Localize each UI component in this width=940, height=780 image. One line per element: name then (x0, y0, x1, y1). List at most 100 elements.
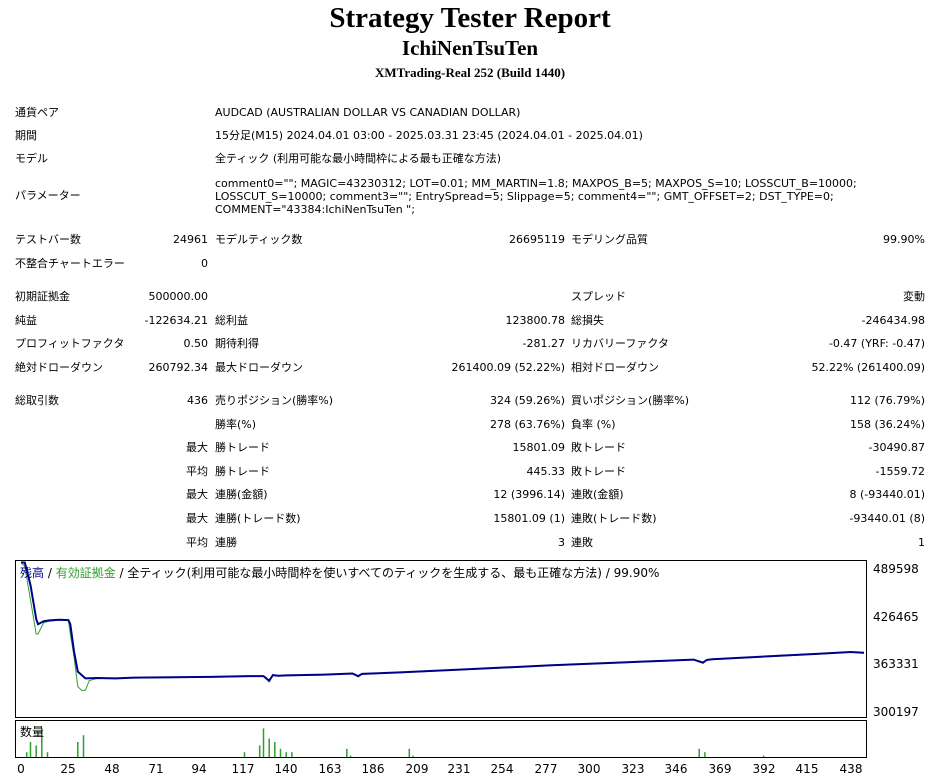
initial-deposit-label: 初期証拠金 (15, 290, 70, 303)
mismatch-errors-value: 0 (201, 257, 208, 270)
relative-drawdown-label: 相対ドローダウン (571, 361, 659, 374)
server-info: XMTrading-Real 252 (Build 1440) (374, 65, 566, 80)
x-tick-label: 48 (104, 762, 120, 776)
consecutive-wins-money-value: 12 (3996.14) (493, 488, 565, 501)
spread-label: スプレッド (571, 290, 626, 303)
profit-trades-value: 278 (63.76%) (489, 418, 565, 431)
average-consecutive-wins-label: 連勝 (215, 536, 237, 549)
x-tick-label: 300 (577, 762, 601, 776)
net-profit-label: 純益 (15, 314, 37, 327)
volume-label: 数量 (20, 725, 45, 739)
x-tick-label: 186 (361, 762, 385, 776)
chart-legend: 残高 / 有効証拠金 / 全ティック(利用可能な最小時間枠を使いすべてのティック… (20, 564, 659, 581)
x-tick-label: 0 (17, 762, 25, 776)
absolute-drawdown-label: 絶対ドローダウン (15, 361, 103, 374)
consecutive-losses-money-label: 連敗(金額) (571, 488, 624, 501)
period-label: 期間 (15, 129, 37, 142)
y-tick-label: 489598 (873, 562, 919, 576)
expected-payoff-value: -281.27 (522, 337, 565, 350)
legend-separator: / (115, 566, 128, 580)
mismatch-errors-label: 不整合チャートエラー (15, 257, 125, 270)
legend-quality: 99.90% (613, 566, 660, 580)
x-tick-label: 277 (534, 762, 558, 776)
absolute-drawdown-value: 260792.34 (148, 361, 209, 374)
maximum-prefix: 最大 (186, 488, 208, 501)
x-tick-label: 369 (708, 762, 732, 776)
expert-advisor-name: IchiNenTsuTen (401, 36, 539, 60)
consecutive-losses-count-value: -93440.01 (8) (849, 512, 925, 525)
loss-trades-value: 158 (36.24%) (849, 418, 925, 431)
average-consecutive-losses-label: 連敗 (571, 536, 593, 549)
average-consecutive-losses-value: 1 (918, 536, 925, 549)
x-tick-label: 254 (490, 762, 514, 776)
legend-equity: 有効証拠金 (55, 566, 116, 580)
recovery-factor-label: リカバリーファクタ (571, 337, 669, 350)
average-prefix: 平均 (186, 465, 208, 478)
parameters-label: パラメーター (15, 189, 81, 202)
average-loss-trade-value: -1559.72 (875, 465, 925, 478)
ticks-label: モデルティック数 (215, 233, 303, 246)
x-tick-label: 231 (447, 762, 471, 776)
volume-chart-plot (25, 728, 765, 757)
average-profit-trade-value: 445.33 (526, 465, 566, 478)
largest-loss-trade-value: -30490.87 (868, 441, 925, 454)
maximal-drawdown-value: 261400.09 (52.22%) (451, 361, 565, 374)
consecutive-wins-count-label: 連勝(トレード数) (215, 512, 301, 525)
x-tick-label: 163 (318, 762, 342, 776)
legend-separator: / (601, 566, 614, 580)
period-value: 15分足(M15) 2024.04.01 03:00 - 2025.03.31 … (215, 129, 643, 142)
x-tick-label: 415 (795, 762, 819, 776)
y-tick-label: 426465 (873, 610, 919, 624)
short-positions-label: 売りポジション(勝率%) (215, 394, 334, 407)
long-positions-value: 112 (76.79%) (849, 394, 925, 407)
recovery-factor-value: -0.47 (YRF: -0.47) (828, 337, 925, 350)
average-consecutive-prefix: 平均 (186, 536, 208, 549)
bars-label: テストバー数 (15, 233, 81, 246)
consecutive-wins-count-value: 15801.09 (1) (493, 512, 565, 525)
gross-profit-label: 総利益 (215, 314, 248, 327)
volume-chart: 数量 (15, 720, 867, 758)
initial-deposit-value: 500000.00 (148, 290, 209, 303)
consecutive-wins-money-label: 連勝(金額) (215, 488, 268, 501)
legend-balance: 残高 (20, 566, 45, 580)
net-profit-value: -122634.21 (144, 314, 208, 327)
consecutive-losses-count-label: 連敗(トレード数) (571, 512, 657, 525)
average-profit-trade-label: 勝トレード (215, 465, 270, 478)
x-tick-label: 346 (664, 762, 688, 776)
balance-chart-plot (20, 561, 865, 691)
report-title: Strategy Tester Report (329, 2, 611, 34)
short-positions-value: 324 (59.26%) (489, 394, 565, 407)
average-loss-trade-label: 敗トレード (571, 465, 626, 478)
y-tick-label: 300197 (873, 705, 919, 719)
ticks-value: 26695119 (509, 233, 565, 246)
parameters-value: comment0=""; MAGIC=43230312; LOT=0.01; M… (215, 177, 857, 216)
average-consecutive-wins-value: 3 (558, 536, 565, 549)
maximal-prefix: 最大 (186, 512, 208, 525)
x-tick-label: 117 (231, 762, 255, 776)
largest-profit-trade-value: 15801.09 (512, 441, 566, 454)
balance-line (21, 561, 865, 683)
x-tick-label: 392 (752, 762, 776, 776)
x-tick-label: 94 (191, 762, 207, 776)
x-tick-label: 438 (839, 762, 863, 776)
x-tick-label: 71 (148, 762, 164, 776)
x-tick-label: 25 (60, 762, 76, 776)
gross-loss-value: -246434.98 (861, 314, 925, 327)
loss-trades-label: 負率 (%) (571, 418, 616, 431)
y-tick-label: 363331 (873, 657, 919, 671)
total-trades-label: 総取引数 (15, 394, 59, 407)
modeling-quality-label: モデリング品質 (571, 233, 648, 246)
balance-chart: 残高 / 有効証拠金 / 全ティック(利用可能な最小時間枠を使いすべてのティック… (15, 560, 867, 718)
profit-trades-label: 勝率(%) (215, 418, 257, 431)
maximal-drawdown-label: 最大ドローダウン (215, 361, 303, 374)
model-value: 全ティック (利用可能な最小時間枠による最も正確な方法) (215, 152, 502, 165)
symbol-label: 通貨ペア (15, 106, 59, 119)
x-tick-label: 323 (621, 762, 645, 776)
symbol-value: AUDCAD (AUSTRALIAN DOLLAR VS CANADIAN DO… (215, 106, 521, 119)
profit-factor-value: 0.50 (183, 337, 209, 350)
largest-loss-trade-label: 敗トレード (571, 441, 626, 454)
x-tick-label: 140 (274, 762, 298, 776)
expected-payoff-label: 期待利得 (215, 337, 259, 350)
largest-prefix: 最大 (186, 441, 208, 454)
x-tick-label: 209 (405, 762, 429, 776)
